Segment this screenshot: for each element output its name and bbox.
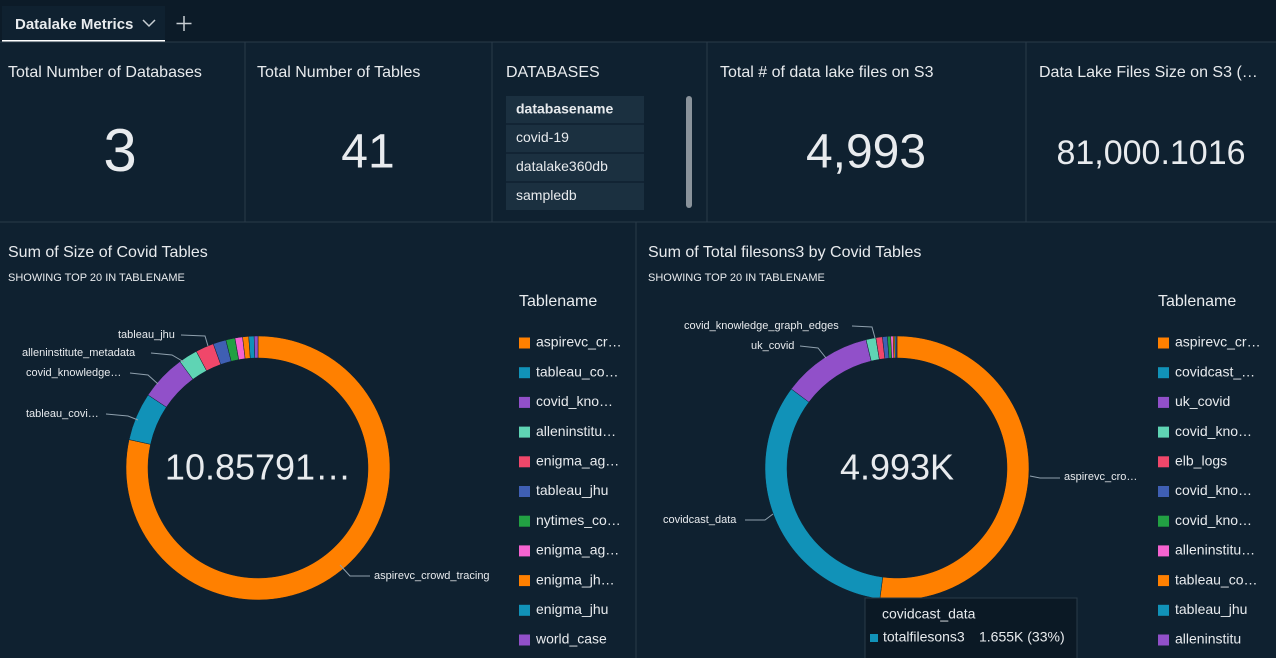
callout-label: alleninstitute_metadata xyxy=(22,347,136,359)
callout-line xyxy=(129,372,159,385)
legend-swatch xyxy=(1158,367,1169,379)
callout-line xyxy=(339,564,370,577)
chart-title: Sum of Size of Covid Tables xyxy=(8,244,208,261)
legend-label[interactable]: covid_kno… xyxy=(536,393,613,409)
legend-swatch xyxy=(519,486,530,497)
legend-label[interactable]: covid_kno… xyxy=(1175,423,1252,439)
callout-label: aspirevc_crowd_tracing xyxy=(374,570,490,582)
legend-label[interactable]: alleninstitu… xyxy=(1175,542,1255,558)
legend-swatch xyxy=(519,396,530,408)
kpi-title: Total Number of Databases xyxy=(8,64,202,81)
legend-swatch xyxy=(1158,515,1169,527)
legend-label[interactable]: elb_logs xyxy=(1175,453,1227,469)
legend-swatch xyxy=(1158,604,1169,616)
legend-label[interactable]: enigma_jhu xyxy=(536,601,608,617)
tab[interactable] xyxy=(2,6,165,42)
table-cell: covid-19 xyxy=(516,129,569,145)
center-label: 4.993K xyxy=(840,447,954,488)
tooltip-measure: totalfilesons3 xyxy=(883,629,965,645)
callout-label: uk_covid xyxy=(751,340,794,352)
tab-bar xyxy=(0,0,1276,42)
callout-line xyxy=(851,325,876,339)
legend-swatch xyxy=(1158,337,1169,349)
legend-swatch xyxy=(519,426,530,438)
scrollbar[interactable] xyxy=(686,96,692,208)
legend-label[interactable]: enigma_jh… xyxy=(536,571,615,587)
tooltip-title: covidcast_data xyxy=(882,606,976,622)
callout-line xyxy=(799,345,827,359)
legend-swatch xyxy=(1158,486,1169,497)
legend-label[interactable]: tableau_jhu xyxy=(1175,601,1247,617)
pie-segment xyxy=(125,335,391,601)
legend-label[interactable]: tableau_jhu xyxy=(536,482,608,498)
table-header: databasename xyxy=(516,101,613,117)
callout-label: aspirevc_cro… xyxy=(1064,471,1137,483)
kpi-value: 3 xyxy=(103,117,136,184)
legend-label[interactable]: enigma_ag… xyxy=(536,453,619,469)
chart-subtitle: SHOWING TOP 20 IN TABLENAME xyxy=(648,272,825,284)
tab-chevron[interactable] xyxy=(142,19,156,28)
legend-label[interactable]: tableau_co… xyxy=(536,363,619,379)
legend-title: Tablename xyxy=(519,293,597,310)
add-tab[interactable] xyxy=(176,16,192,31)
callout-label: covidcast_data xyxy=(663,514,737,526)
callout-line xyxy=(150,352,185,363)
legend-label[interactable]: alleninstitu xyxy=(1175,631,1241,647)
callout-label: covid_knowledge_graph_edges xyxy=(684,320,839,332)
legend-swatch xyxy=(1158,545,1169,557)
tooltip xyxy=(864,597,1078,658)
legend-label[interactable]: tableau_co… xyxy=(1175,571,1258,587)
center-label: 10.85791… xyxy=(165,447,351,488)
kpi-title: Total # of data lake files on S3 xyxy=(720,64,934,81)
callout-line xyxy=(105,413,139,421)
kpi-value: 4,993 xyxy=(806,126,926,179)
legend-label[interactable]: aspirevc_cr… xyxy=(536,334,622,350)
legend-label[interactable]: covidcast_… xyxy=(1175,363,1255,379)
tooltip-swatch xyxy=(870,634,878,642)
kpi-value: 81,000.1016 xyxy=(1056,134,1245,172)
callout-line xyxy=(180,334,209,347)
chart-title: Sum of Total filesons3 by Covid Tables xyxy=(648,244,921,261)
legend-swatch xyxy=(1158,426,1169,438)
legend-label[interactable]: world_case xyxy=(535,631,607,647)
legend-swatch xyxy=(519,367,530,379)
kpi-title: Total Number of Tables xyxy=(257,64,420,81)
legend-swatch xyxy=(519,337,530,349)
legend-label[interactable]: alleninstitu… xyxy=(536,423,616,439)
legend-title: Tablename xyxy=(1158,293,1236,310)
callout-label: tableau_jhu xyxy=(118,329,175,341)
legend-swatch xyxy=(1158,456,1169,468)
chart-subtitle: SHOWING TOP 20 IN TABLENAME xyxy=(8,272,185,284)
legend-label[interactable]: nytimes_co… xyxy=(536,512,621,528)
panel-title: DATABASES xyxy=(506,64,600,81)
tooltip-value: 1.655K (33%) xyxy=(979,629,1065,645)
pie-segment xyxy=(895,335,898,359)
table-cell: datalake360db xyxy=(516,158,608,174)
legend-label[interactable]: covid_kno… xyxy=(1175,512,1252,528)
pie-segment xyxy=(253,335,259,359)
callout-line xyxy=(745,513,774,521)
table-cell: sampledb xyxy=(516,187,577,203)
legend-swatch xyxy=(519,515,530,527)
kpi-value: 41 xyxy=(341,126,394,179)
legend-swatch xyxy=(519,545,530,557)
legend-label[interactable]: aspirevc_cr… xyxy=(1175,334,1261,350)
callout-line xyxy=(1029,475,1060,479)
legend-swatch xyxy=(519,604,530,616)
legend-swatch xyxy=(519,634,530,646)
legend-label[interactable]: uk_covid xyxy=(1175,393,1230,409)
legend-swatch xyxy=(1158,634,1169,646)
legend-swatch xyxy=(1158,396,1169,408)
legend-label[interactable]: enigma_ag… xyxy=(536,542,619,558)
legend-label[interactable]: covid_kno… xyxy=(1175,482,1252,498)
callout-label: tableau_covi… xyxy=(26,408,99,420)
legend-swatch xyxy=(1158,575,1169,587)
callout-label: covid_knowledge… xyxy=(26,367,121,379)
legend-swatch xyxy=(519,575,530,587)
legend-swatch xyxy=(519,456,530,468)
tab-title[interactable]: Datalake Metrics xyxy=(15,16,133,33)
kpi-title: Data Lake Files Size on S3 (… xyxy=(1039,64,1258,81)
